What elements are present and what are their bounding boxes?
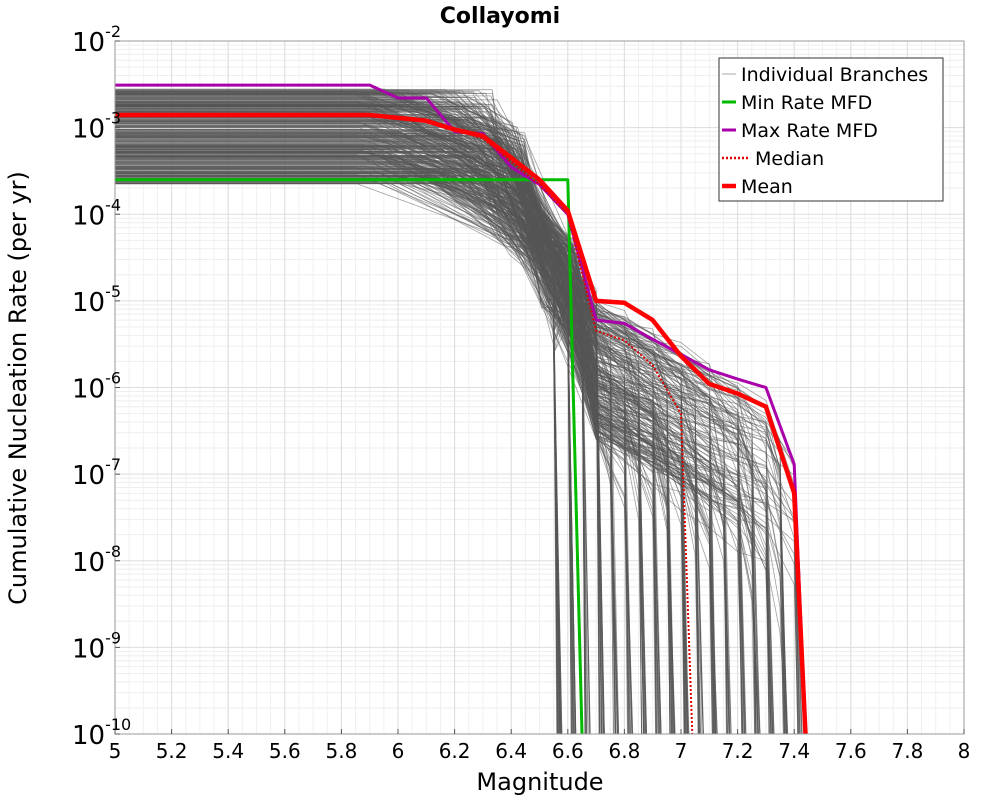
branch-line	[115, 111, 579, 735]
x-tick-label: 5.8	[325, 739, 357, 763]
y-tick-exponent: -7	[105, 455, 121, 474]
branch-line	[115, 158, 672, 735]
y-tick-exponent: -2	[105, 22, 121, 41]
x-tick-label: 5.2	[156, 739, 188, 763]
legend-label: Median	[755, 148, 824, 170]
y-tick-label: 10-9	[72, 628, 121, 664]
branch-line	[115, 107, 685, 735]
legend-label: Individual Branches	[741, 64, 928, 86]
x-tick-label: 7.6	[835, 739, 867, 763]
x-axis-ticks: 5 5.2 5.4 5.6 5.8 6 6.2 6.4 6.6 6.8 7 7.2 7.4 7.6 7.8 8	[109, 729, 971, 763]
x-tick-label: 7.8	[891, 739, 923, 763]
x-tick-label: 6.4	[495, 739, 527, 763]
y-tick-label: 10-3	[72, 109, 121, 145]
y-axis-label: Cumulative Nucleation Rate (per yr)	[4, 171, 32, 605]
branch-line	[115, 154, 730, 735]
branch-line	[115, 181, 702, 735]
branch-line	[115, 161, 759, 735]
branch-line	[115, 152, 746, 735]
branch-line	[115, 145, 630, 735]
y-tick-label: 10-7	[72, 455, 121, 491]
series-line-median	[115, 114, 694, 735]
x-tick-label: 6.2	[439, 739, 471, 763]
y-tick-exponent: -4	[105, 195, 121, 214]
branch-line	[115, 155, 661, 735]
legend-label: Mean	[741, 176, 793, 198]
x-tick-label: 7	[675, 739, 688, 763]
branch-line	[115, 146, 660, 735]
y-tick-exponent: -10	[105, 715, 131, 734]
x-tick-label: 6.6	[552, 739, 584, 763]
y-tick-label: 10-5	[72, 282, 121, 318]
x-tick-label: 7.2	[722, 739, 754, 763]
y-tick-label: 10-6	[72, 369, 121, 405]
y-tick-label: 10-8	[72, 542, 121, 578]
series-line-mean	[115, 112, 808, 735]
branch-line	[115, 94, 571, 735]
y-tick-exponent: -3	[105, 109, 121, 128]
legend-label: Min Rate MFD	[741, 92, 872, 114]
branch-line	[115, 94, 647, 735]
legend-box	[718, 57, 944, 202]
series-line-max-rate-mfd	[115, 83, 807, 735]
x-tick-label: 5	[109, 739, 122, 763]
branch-line	[115, 156, 704, 735]
branch-line	[115, 113, 685, 735]
branch-line	[115, 125, 713, 735]
branch-line	[115, 93, 788, 735]
x-tick-label: 6.8	[608, 739, 640, 763]
x-axis-label: Magnitude	[476, 768, 603, 796]
y-tick-label: 10-4	[72, 195, 121, 231]
x-tick-label: 6	[392, 739, 405, 763]
branch-line	[115, 167, 602, 735]
branch-line	[115, 142, 770, 735]
branch-line	[115, 117, 701, 735]
branch-line	[115, 155, 591, 735]
legend: Individual Branches Min Rate MFD Max Rate …	[718, 57, 944, 202]
branch-line	[115, 150, 760, 735]
branch-line	[115, 133, 757, 735]
branch-line	[115, 99, 759, 735]
chart-title: Collayomi	[440, 4, 560, 29]
series-line-min-rate-mfd	[115, 178, 584, 735]
x-tick-label: 7.4	[778, 739, 810, 763]
y-tick-exponent: -9	[105, 628, 121, 647]
branch-line	[115, 122, 659, 735]
y-tick-exponent: -6	[105, 369, 121, 388]
y-tick-exponent: -8	[105, 542, 121, 561]
branch-line	[115, 149, 717, 735]
branch-line	[115, 94, 801, 735]
y-tick-label: 10-2	[72, 22, 121, 58]
x-tick-label: 8	[958, 739, 971, 763]
y-tick-label: 10-10	[72, 715, 131, 751]
individual-branches	[115, 88, 803, 735]
y-tick-exponent: -5	[105, 282, 121, 301]
x-tick-label: 5.6	[269, 739, 301, 763]
branch-line	[115, 171, 785, 735]
legend-label: Max Rate MFD	[741, 120, 878, 142]
x-tick-label: 5.4	[212, 739, 244, 763]
series-layer	[115, 83, 808, 735]
